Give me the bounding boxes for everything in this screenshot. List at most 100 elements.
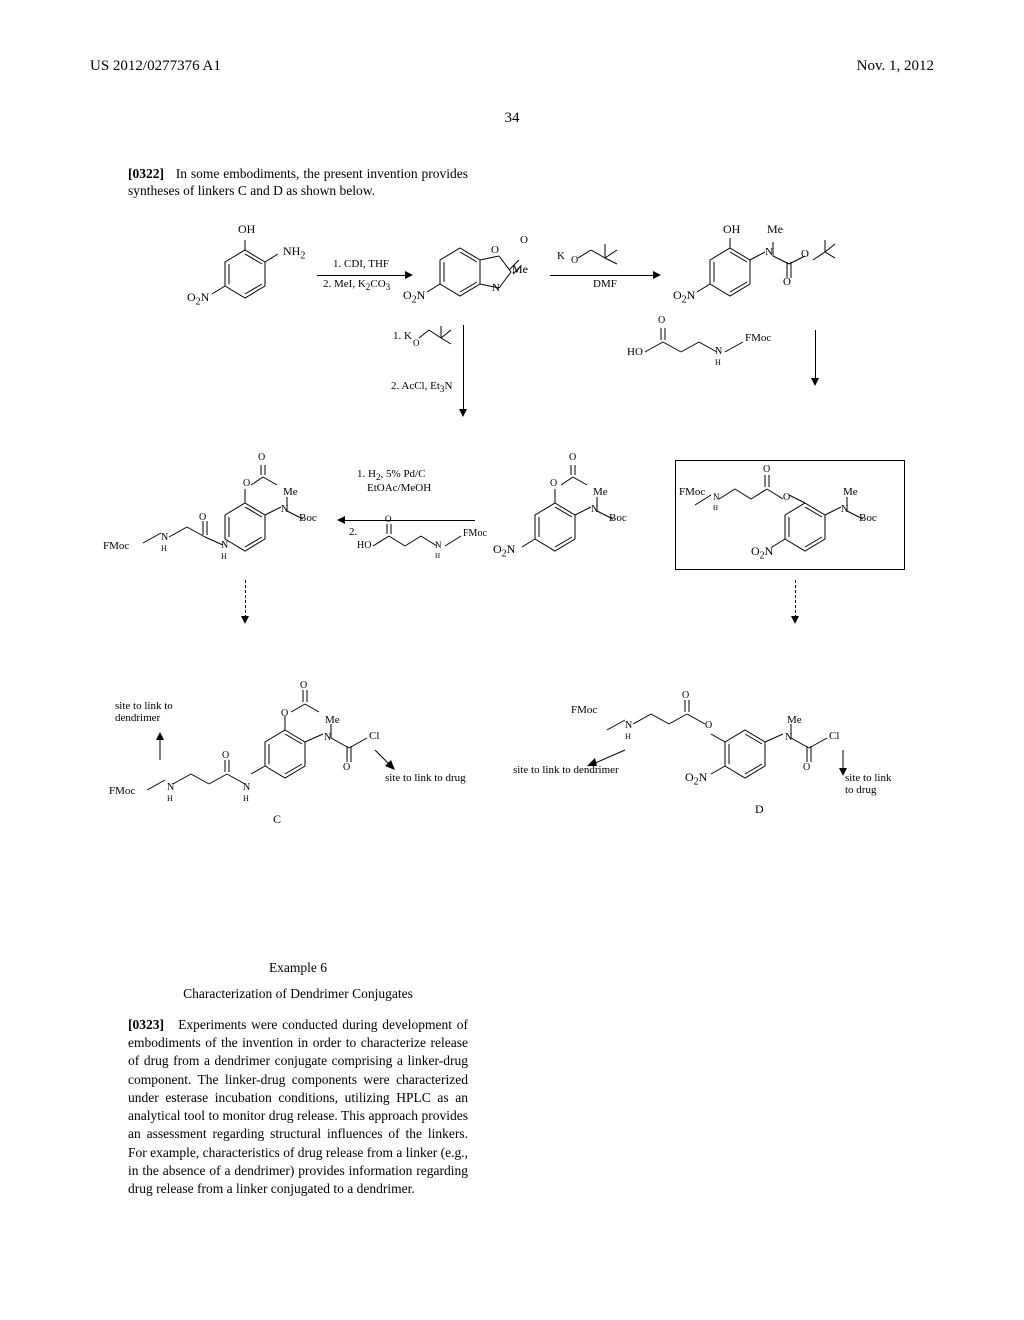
label-O-r2r: O: [763, 464, 770, 475]
reagent-K: K: [557, 250, 565, 262]
label-N-D: N: [785, 732, 792, 743]
label-FMoc: FMoc: [745, 332, 771, 344]
paragraph-number: [0322]: [128, 166, 164, 181]
label-me-3: Me: [767, 222, 783, 237]
page-number: 34: [0, 110, 1024, 127]
label-N-r2r-boc: N: [841, 504, 848, 515]
label-fmoc-C: FMoc: [109, 785, 135, 797]
label-O-k2: O: [413, 338, 420, 348]
arrow-head: [337, 516, 345, 524]
label-Me-r2r: Me: [843, 486, 858, 498]
label-o2n-3: O2N: [673, 288, 695, 305]
label-Boc-r2m: Boc: [609, 512, 627, 524]
fmoc-bala-icon-2: [365, 520, 495, 560]
label-oh: OH: [238, 222, 255, 237]
example-title: Example 6: [128, 960, 468, 976]
dashed-arrow-right: [795, 580, 796, 618]
label-O-r2m: O: [550, 478, 557, 489]
paragraph-0322: [0322] In some embodiments, the present …: [128, 166, 468, 200]
reaction-scheme: OH NH2 O2N 1. CDI, THF 2. MeI, K2CO3 O N…: [95, 220, 930, 920]
label-D: D: [755, 802, 764, 817]
label-fmoc-r2l: FMoc: [103, 540, 129, 552]
site-drug-C: site to link to drug: [385, 772, 466, 784]
label-Cl-D: Cl: [829, 730, 839, 742]
label-Boc-r2l: Boc: [299, 512, 317, 524]
reagent-dmf: DMF: [593, 278, 617, 290]
label-HO-2: HO: [357, 540, 371, 551]
down-arrow-left: [463, 325, 464, 411]
paragraph-number: [0323]: [128, 1017, 164, 1032]
dashed-arrow-left: [245, 580, 246, 618]
label-Me: Me: [512, 262, 528, 277]
label-n-r2l: NH: [161, 532, 168, 554]
label-Boc-r2r: Boc: [859, 512, 877, 524]
reaction-arrow-1: [317, 275, 407, 276]
down-arrow-right: [815, 330, 816, 380]
label-o2n-D: O2N: [685, 770, 707, 787]
arrow-head: [241, 616, 249, 624]
label-oh-3: OH: [723, 222, 740, 237]
reaction-arrow-2: [550, 275, 655, 276]
paragraph-0323: [0323] Experiments were conducted during…: [128, 1016, 468, 1198]
site-dendrimer-C: site to link todendrimer: [115, 700, 173, 724]
label-N-2r: NH: [435, 540, 442, 560]
label-o-3a: O: [801, 248, 809, 260]
label-O-r2r-link: O: [783, 492, 790, 503]
label-o-r2l-amide: O: [199, 512, 206, 523]
label-O-r2m-ac: O: [569, 452, 576, 463]
label-o2n-2: O2N: [403, 288, 425, 305]
label-O: O: [491, 244, 499, 256]
label-N-r2m: N: [591, 504, 598, 515]
reagent-etoac: EtOAc/MeOH: [367, 482, 431, 494]
publication-date: Nov. 1, 2012: [857, 58, 934, 75]
kotbu-icon: [573, 236, 623, 271]
example-subtitle: Characterization of Dendrimer Conjugates: [128, 986, 468, 1002]
label-O-D-ester: O: [682, 690, 689, 701]
page-header: US 2012/0277376 A1 Nov. 1, 2012: [0, 58, 1024, 75]
label-n-r2r: NH: [713, 492, 720, 512]
label-O-up: O: [243, 478, 250, 489]
label-n2-r2l: NH: [221, 540, 228, 562]
paragraph-text: In some embodiments, the present inventi…: [128, 166, 468, 198]
label-N-r2l-boc: N: [281, 504, 288, 515]
site-drug-D: site to linkto drug: [845, 772, 891, 796]
label-O-ac: O: [258, 452, 265, 463]
label-fmoc-D: FMoc: [571, 704, 597, 716]
arrow-head: [405, 271, 413, 279]
label-N: N: [492, 282, 500, 294]
label-Me-r2l: Me: [283, 486, 298, 498]
reagent-accl: 2. AcCl, Et3N: [391, 380, 452, 394]
label-o2n: O2N: [187, 290, 209, 307]
label-O-C-carbamoyl: O: [343, 762, 350, 773]
reagent-h2: 1. H2, 5% Pd/C: [357, 468, 425, 482]
label-nh2: NH2: [283, 244, 305, 261]
chem-structure-row2-mid: [510, 465, 650, 565]
label-Me-D: Me: [787, 714, 802, 726]
label-Me-C: Me: [325, 714, 340, 726]
reagent-bottom: 2. MeI, K2CO3: [323, 278, 390, 292]
label-n-3: N: [765, 246, 773, 258]
paragraph-text: Experiments were conducted during develo…: [128, 1017, 468, 1196]
label-Me-r2m: Me: [593, 486, 608, 498]
reagent-top: 1. CDI, THF: [333, 258, 389, 270]
kotbu-icon-2: [415, 318, 460, 348]
chem-structure-1: [210, 240, 280, 320]
label-o2n-r2r: O2N: [751, 544, 773, 561]
label-carbonyl-o: O: [520, 234, 528, 246]
label-O-2r: O: [385, 514, 392, 524]
label-O-D-carbamoyl: O: [803, 762, 810, 773]
arrow-head: [791, 616, 799, 624]
reagent-2: 2.: [349, 526, 357, 538]
label-C: C: [273, 812, 281, 827]
label-Cl-C: Cl: [369, 730, 379, 742]
label-HO: HO: [627, 346, 643, 358]
label-nh-C: NH: [167, 782, 174, 804]
publication-number: US 2012/0277376 A1: [90, 58, 221, 75]
label-N-C: N: [324, 732, 331, 743]
label-fmoc-r2r: FMoc: [679, 486, 705, 498]
site-dendrimer-D: site to link to dendrimer: [513, 764, 619, 776]
label-nh-D: NH: [625, 720, 632, 742]
label-o-3b: O: [783, 276, 791, 288]
label-O-C-carbonyl: O: [300, 680, 307, 691]
label-FMoc-2r: FMoc: [463, 528, 487, 539]
